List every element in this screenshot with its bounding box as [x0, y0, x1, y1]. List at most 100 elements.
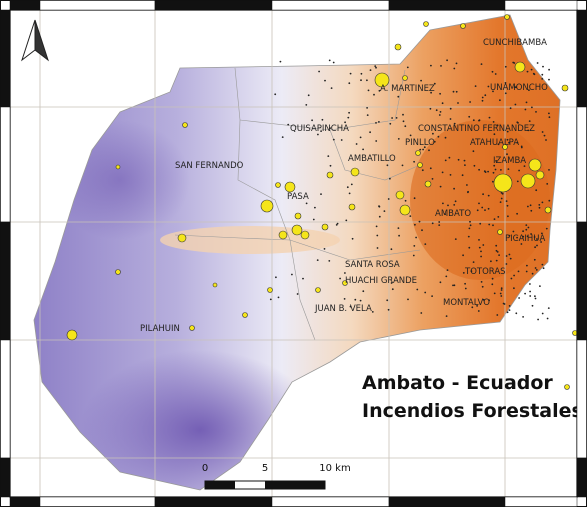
fire-dot [275, 276, 277, 279]
fire-dot [355, 143, 358, 145]
fire-dot [532, 72, 535, 75]
fire-dot [505, 200, 508, 203]
fire-circle [284, 181, 296, 193]
fire-dot [494, 73, 497, 75]
fire-dot [470, 270, 473, 272]
fire-dot [446, 59, 448, 62]
fire-dot [397, 227, 400, 230]
fire-dot [509, 257, 512, 260]
frame-band [154, 0, 273, 11]
frame-band [576, 106, 587, 223]
fire-dot [376, 247, 379, 249]
fire-dot [307, 94, 310, 97]
fire-dot [508, 234, 511, 237]
fire-dot [390, 282, 393, 284]
fire-dot [378, 89, 381, 92]
fire-dot [504, 65, 507, 68]
fire-dot [487, 170, 489, 173]
fire-circle [424, 180, 432, 188]
fire-dot [502, 302, 505, 305]
fire-dot [448, 156, 451, 159]
fire-dot [536, 238, 538, 240]
place-label: AMBATILLO [348, 154, 396, 164]
fire-dot [336, 222, 339, 225]
fire-dot [476, 209, 479, 212]
fire-dot [413, 160, 415, 163]
fire-dot [480, 63, 483, 65]
fire-dot [526, 235, 529, 238]
fire-circle [260, 199, 274, 213]
fire-circle [423, 21, 429, 27]
fire-dot [516, 180, 519, 183]
fire-dot [354, 298, 357, 301]
fire-dot [343, 298, 346, 300]
fire-dot [508, 141, 510, 144]
fire-dot [449, 107, 452, 110]
fire-dot [424, 243, 427, 246]
frame-band [576, 457, 587, 498]
fire-dot [516, 236, 518, 239]
frame-band [576, 221, 587, 341]
fire-dot [269, 298, 272, 301]
fire-circle [402, 75, 408, 81]
fire-circle [504, 14, 510, 20]
fire-dot [517, 270, 520, 273]
fire-dot [318, 70, 320, 73]
title: Ambato - Ecuador [362, 372, 553, 394]
fire-circle [342, 280, 348, 286]
fire-dot [360, 72, 363, 75]
fire-circle [267, 287, 273, 293]
fire-dot [548, 112, 550, 115]
fire-dot [548, 78, 550, 81]
fire-dot [277, 296, 280, 299]
fire-dot [543, 134, 546, 137]
fire-dot [424, 291, 427, 294]
fire-dot [444, 213, 446, 216]
fire-circle [394, 43, 402, 51]
frame-band [271, 0, 390, 11]
fire-dot [348, 192, 351, 195]
fire-dot [351, 237, 354, 240]
fire-dot [512, 230, 515, 233]
fire-dot [444, 159, 447, 162]
fire-dot [492, 180, 494, 183]
fire-dot [469, 101, 471, 103]
fire-dot [439, 111, 442, 113]
place-label: CONSTANTINO FERNANDEZ [418, 124, 535, 134]
boundary [239, 69, 406, 131]
place-label: CUNCHIBAMBA [483, 38, 547, 48]
fire-dot [533, 236, 536, 238]
fire-dot [330, 87, 333, 89]
fire-dot [492, 224, 494, 227]
fire-dot [438, 221, 441, 223]
fire-dot [516, 141, 519, 144]
fire-dot [454, 238, 457, 241]
place-label: PICAIHUA [505, 234, 546, 244]
fire-dot [482, 193, 484, 196]
fire-dot [449, 118, 452, 120]
fire-dot [482, 244, 485, 246]
place-label: SAN FERNANDO [175, 161, 244, 171]
fire-dot [387, 198, 390, 200]
fire-dot [484, 94, 487, 97]
fire-dot [453, 284, 456, 287]
fire-dot [440, 65, 442, 67]
boundary [329, 129, 421, 181]
fire-dot [488, 116, 491, 119]
fire-dot [383, 210, 386, 213]
fire-dot [359, 299, 362, 302]
fire-dot [387, 308, 390, 311]
scale-label: 10 km [319, 463, 350, 474]
fire-dot [375, 122, 377, 124]
fire-dot [541, 131, 544, 133]
fire-dot [449, 174, 452, 176]
fire-dot [281, 136, 284, 139]
place-label: TOTORAS [464, 267, 506, 277]
fire-dot [527, 205, 529, 208]
fire-dot [468, 227, 471, 230]
fire-dot [523, 165, 526, 168]
fire-dot [453, 187, 455, 190]
fire-dot [378, 205, 380, 208]
fire-dot [467, 235, 470, 238]
fire-dot [495, 259, 498, 262]
